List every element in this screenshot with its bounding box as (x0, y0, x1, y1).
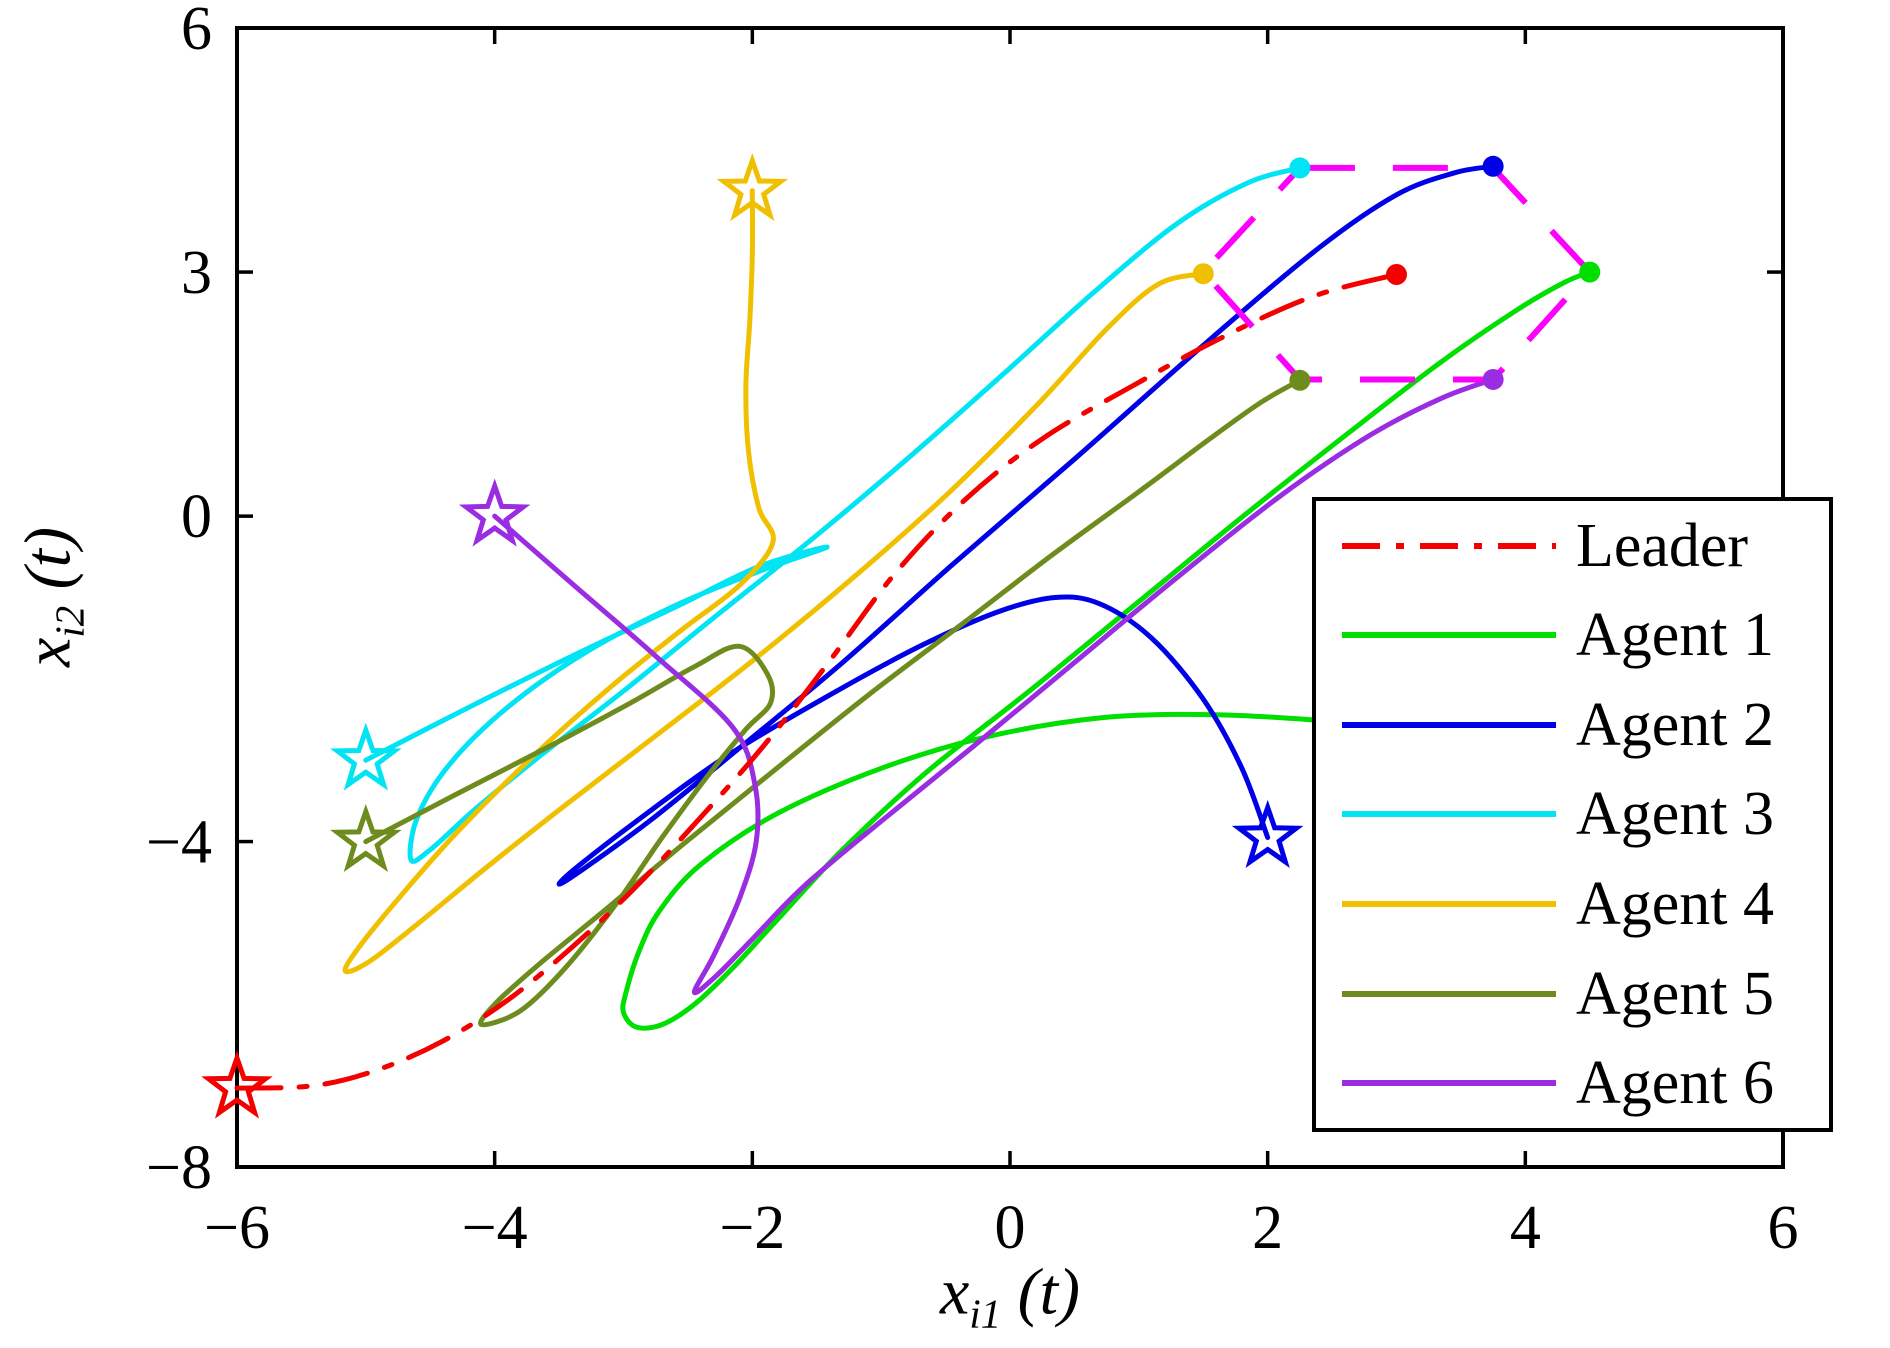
legend-item-agent-1: Agent 1 (1316, 604, 1829, 666)
start-star-leader (201, 1050, 273, 1119)
legend-item-agent-2: Agent 2 (1316, 694, 1829, 756)
y-axis-label: xi2 (t) (10, 527, 93, 667)
end-dot-agent5 (1289, 369, 1311, 391)
legend-line-sample (1342, 901, 1556, 908)
y-tick-label: 6 (181, 0, 212, 63)
legend-item-agent-6: Agent 6 (1316, 1052, 1829, 1114)
end-dot-agent3 (1289, 157, 1311, 179)
x-axis-label-base: x (940, 1255, 970, 1329)
legend-label: Agent 5 (1576, 959, 1775, 1028)
legend-line-sample (1342, 990, 1556, 997)
legend: Leader Agent 1 Agent 2 Agent 3 Agent 4 Agent … (1312, 497, 1833, 1132)
y-axis-label-base: x (11, 637, 85, 667)
legend-item-leader: Leader (1316, 515, 1829, 577)
legend-line-sample (1342, 632, 1556, 639)
legend-label: Agent 4 (1576, 870, 1775, 939)
y-tick-label: −8 (146, 1134, 212, 1202)
x-tick-label: 2 (1252, 1194, 1283, 1262)
end-dot-agent4 (1192, 263, 1214, 285)
end-dot-agent1 (1579, 261, 1601, 283)
end-dot-agent2 (1482, 155, 1504, 177)
x-tick-label: 6 (1768, 1194, 1799, 1262)
legend-line-sample (1342, 811, 1556, 818)
trajectory-leader (234, 272, 1399, 1091)
x-tick-label: −2 (719, 1194, 785, 1262)
y-axis-label-sub: i2 (47, 605, 93, 638)
start-star-agent4 (716, 153, 789, 222)
x-tick-label: 4 (1510, 1194, 1541, 1262)
legend-item-agent-4: Agent 4 (1316, 873, 1829, 935)
legend-label: Agent 3 (1576, 780, 1775, 849)
legend-line-sample (1342, 1080, 1556, 1087)
legend-label: Agent 1 (1576, 601, 1775, 670)
y-axis-label-rest: (t) (11, 527, 85, 606)
legend-item-agent-5: Agent 5 (1316, 963, 1829, 1025)
end-dot-agent6 (1482, 368, 1504, 390)
y-tick-label: −4 (146, 809, 212, 877)
trajectory-agent3 (363, 165, 1303, 864)
start-star-agent5 (330, 803, 402, 872)
trajectory-agent1 (620, 269, 1593, 1031)
end-dot-leader (1386, 264, 1407, 286)
trajectory-agent5 (363, 377, 1303, 1028)
legend-item-agent-3: Agent 3 (1316, 783, 1829, 845)
x-axis-label: xi1 (t) (940, 1254, 1080, 1337)
start-star-agent6 (458, 478, 531, 547)
legend-label: Agent 2 (1576, 690, 1775, 759)
y-tick-label: 0 (181, 483, 212, 551)
x-tick-label: −6 (204, 1194, 270, 1262)
start-star-agent2 (1231, 799, 1304, 868)
x-axis-label-rest: (t) (1001, 1255, 1080, 1329)
trajectory-agent4 (342, 188, 1206, 975)
legend-line-sample (1342, 721, 1556, 728)
x-axis-label-sub: i1 (969, 1291, 1002, 1337)
trajectory-agent6 (492, 377, 1496, 996)
legend-line-sample (1342, 542, 1556, 549)
x-tick-label: 0 (995, 1194, 1026, 1262)
legend-label: Leader (1576, 511, 1749, 580)
legend-label: Agent 6 (1576, 1049, 1775, 1118)
x-tick-label: −4 (462, 1194, 528, 1262)
start-star-agent3 (330, 722, 402, 791)
y-tick-label: 3 (181, 239, 212, 307)
